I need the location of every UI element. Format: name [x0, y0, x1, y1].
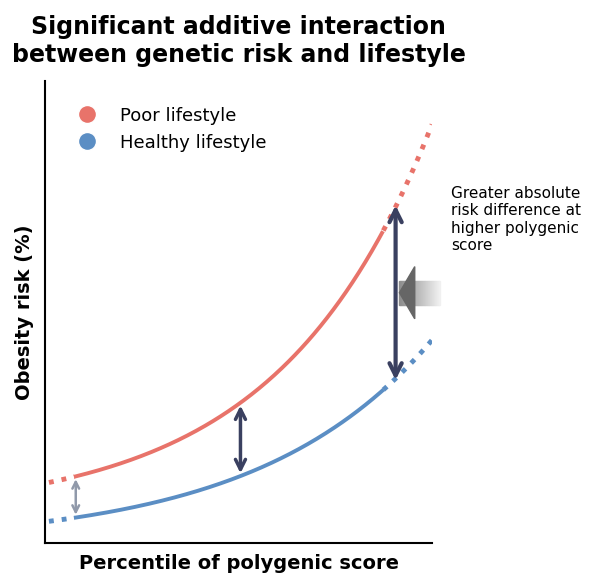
Polygon shape — [436, 281, 437, 305]
X-axis label: Percentile of polygenic score: Percentile of polygenic score — [79, 554, 398, 573]
Polygon shape — [425, 281, 427, 305]
Polygon shape — [400, 281, 401, 305]
Polygon shape — [424, 281, 425, 305]
Polygon shape — [410, 281, 412, 305]
Polygon shape — [404, 281, 406, 305]
Text: Greater absolute
risk difference at
higher polygenic
score: Greater absolute risk difference at high… — [451, 186, 581, 253]
Polygon shape — [433, 281, 434, 305]
Polygon shape — [401, 281, 403, 305]
Title: Significant additive interaction
between genetic risk and lifestyle: Significant additive interaction between… — [11, 15, 466, 67]
Polygon shape — [434, 281, 436, 305]
Polygon shape — [437, 281, 439, 305]
Y-axis label: Obesity risk (%): Obesity risk (%) — [15, 224, 34, 400]
Polygon shape — [422, 281, 424, 305]
Polygon shape — [409, 281, 410, 305]
Polygon shape — [427, 281, 428, 305]
Polygon shape — [439, 281, 440, 305]
Polygon shape — [416, 281, 418, 305]
Polygon shape — [406, 281, 407, 305]
Polygon shape — [403, 281, 404, 305]
Legend: Poor lifestyle, Healthy lifestyle: Poor lifestyle, Healthy lifestyle — [62, 99, 274, 159]
Polygon shape — [400, 266, 415, 319]
Polygon shape — [413, 281, 415, 305]
Polygon shape — [407, 281, 409, 305]
Polygon shape — [419, 281, 421, 305]
Polygon shape — [428, 281, 430, 305]
Polygon shape — [415, 281, 416, 305]
Polygon shape — [431, 281, 433, 305]
Polygon shape — [421, 281, 422, 305]
Polygon shape — [412, 281, 413, 305]
Polygon shape — [418, 281, 419, 305]
Polygon shape — [430, 281, 431, 305]
